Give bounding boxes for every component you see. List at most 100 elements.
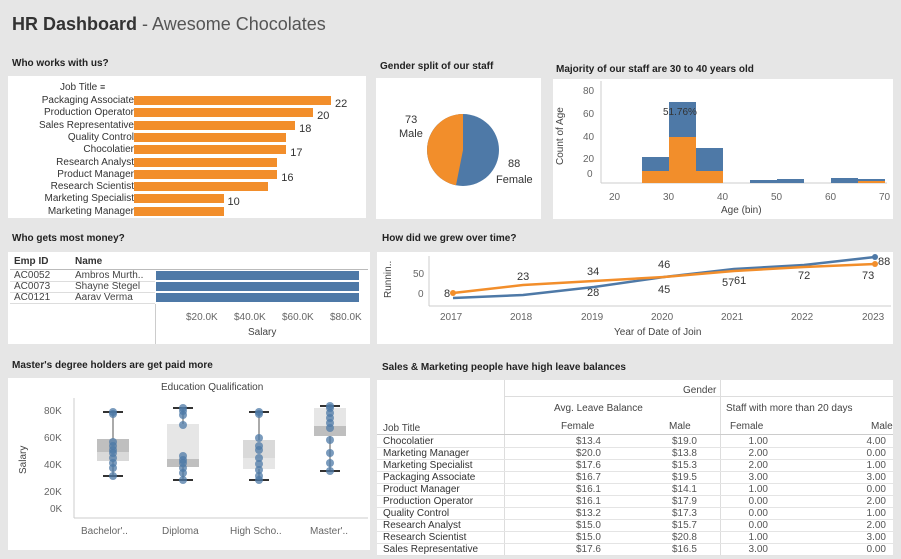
- leave-cell-sf: 3.00: [748, 544, 768, 555]
- job-title-bar[interactable]: [134, 194, 224, 204]
- leave-cell-sf: 0.00: [748, 496, 768, 507]
- edu-salary-dot[interactable]: [255, 466, 263, 474]
- job-title-bar[interactable]: [134, 145, 287, 155]
- job-title-bar[interactable]: [134, 182, 269, 192]
- edu-salary-dot[interactable]: [179, 476, 187, 484]
- edu-salary-dot[interactable]: [255, 446, 263, 454]
- edu-salary-dot[interactable]: [255, 476, 263, 484]
- edu-salary-dot[interactable]: [109, 464, 117, 472]
- job-title-bar[interactable]: [134, 96, 331, 105]
- leave-cell-sf: 2.00: [748, 448, 768, 459]
- salary-bar[interactable]: [156, 293, 359, 302]
- leave-cell-sf: 3.00: [748, 472, 768, 483]
- age-bar-70-orange[interactable]: [858, 181, 885, 183]
- job-title-bar[interactable]: [134, 120, 296, 130]
- salary-bar[interactable]: [156, 271, 359, 280]
- leave-cell-af: $13.4: [575, 436, 601, 447]
- leave-col-divider-1: [504, 380, 505, 556]
- leave-cell-af: $16.7: [575, 472, 601, 483]
- leave-cell-sf: 1.00: [748, 436, 768, 447]
- job-title-value: 16: [281, 171, 294, 184]
- age-bar-65-70-blue[interactable]: [831, 178, 858, 183]
- job-title-bar[interactable]: [134, 132, 287, 142]
- growth-label-2020-top: 46: [658, 259, 671, 271]
- job-title-label: Chocolatier: [83, 144, 134, 156]
- edu-salary-dot[interactable]: [326, 424, 334, 432]
- leave-cell-job: Quality Control: [383, 508, 450, 519]
- edu-salary-dot[interactable]: [255, 410, 263, 418]
- edu-salary-dot[interactable]: [109, 410, 117, 418]
- edu-salary-dot[interactable]: [326, 459, 334, 467]
- job-title-bar[interactable]: [134, 169, 278, 179]
- age-bar-20-30-orange[interactable]: [642, 171, 669, 183]
- age-bar-50-60-blue[interactable]: [750, 180, 777, 183]
- job-title-value: 22: [335, 98, 348, 110]
- job-title-bar[interactable]: [134, 206, 224, 216]
- gender-pie: [427, 114, 499, 186]
- leave-row-divider: [377, 555, 893, 556]
- leave-cell-sm: 3.00: [866, 532, 886, 543]
- salary-emp-id: AC0073: [14, 281, 51, 292]
- leave-col-divider-2: [720, 380, 721, 556]
- leave-row-divider: [377, 471, 893, 472]
- pie-slice-male[interactable]: [427, 114, 463, 186]
- leave-cell-sm: 1.00: [866, 508, 886, 519]
- leave-job-header: Job Title: [383, 423, 421, 434]
- dashboard-title: HR Dashboard - Awesome Chocolates: [12, 14, 326, 35]
- edu-ytick-0k: 0K: [50, 504, 63, 515]
- age-bar-30-40-orange[interactable]: [669, 137, 696, 183]
- growth-line-male[interactable]: [452, 262, 876, 295]
- dashboard-title-sub: - Awesome Chocolates: [137, 14, 326, 34]
- age-ytick-0: 0: [587, 169, 593, 180]
- edu-salary-dot[interactable]: [255, 454, 263, 462]
- job-title-panel: Job Title ≡ Packaging Associate 22 Product…: [8, 76, 366, 218]
- leave-cell-sf: 2.00: [748, 460, 768, 471]
- salary-bar[interactable]: [156, 282, 359, 291]
- edu-salary-dot[interactable]: [179, 421, 187, 429]
- leave-cell-am: $13.8: [671, 448, 697, 459]
- edu-salary-dot[interactable]: [255, 434, 263, 442]
- leave-panel: Gender Avg. Leave Balance Staff with mor…: [377, 380, 893, 556]
- female-label: Female: [496, 174, 533, 186]
- edu-ytick-20k: 20K: [44, 487, 62, 498]
- growth-label-2019-bottom: 28: [587, 287, 600, 299]
- growth-point-2017-male[interactable]: [450, 290, 456, 296]
- age-bar-55-65-blue[interactable]: [777, 179, 804, 183]
- edu-salary-dot[interactable]: [255, 460, 263, 468]
- sort-icon[interactable]: ≡: [100, 82, 106, 92]
- edu-salary-points: [109, 402, 334, 484]
- salary-xtick-20k: $20.0K: [186, 312, 218, 323]
- edu-salary-dot[interactable]: [326, 467, 334, 475]
- growth-ytick-50: 50: [413, 269, 425, 280]
- growth-xtick-2023: 2023: [862, 312, 885, 323]
- age-bar-40-50-orange[interactable]: [696, 171, 723, 183]
- growth-label-2023: 73: [862, 270, 875, 282]
- job-title-bar[interactable]: [134, 108, 314, 118]
- job-title-bar[interactable]: [134, 157, 278, 167]
- age-xtick-30: 30: [663, 192, 675, 203]
- leave-cell-job: Research Scientist: [383, 532, 467, 543]
- leave-cell-sm: 3.00: [866, 472, 886, 483]
- leave-cell-af: $16.1: [575, 496, 601, 507]
- male-count: 73: [405, 114, 418, 126]
- leave-row-divider: [377, 531, 893, 532]
- salary-row-divider: [10, 303, 155, 304]
- job-title-header[interactable]: Job Title ≡: [60, 82, 105, 93]
- edu-cat-masters: Master'..: [310, 526, 349, 537]
- salary-emp-id: AC0121: [14, 292, 51, 303]
- age-ylabel: Count of Age: [555, 107, 566, 165]
- leave-cell-am: $19.0: [671, 436, 697, 447]
- panel-title-leave: Sales & Marketing people have high leave…: [382, 362, 626, 373]
- edu-salary-dot[interactable]: [326, 436, 334, 444]
- job-title-label: Production Operator: [43, 107, 134, 119]
- age-ytick-40: 40: [583, 132, 595, 143]
- edu-salary-dot[interactable]: [109, 472, 117, 480]
- edu-salary-dot[interactable]: [179, 411, 187, 419]
- growth-label-2020-bottom: 45: [658, 284, 671, 296]
- age-xtick-60: 60: [825, 192, 837, 203]
- growth-point-2023-male[interactable]: [872, 261, 878, 267]
- growth-point-2023-female[interactable]: [872, 254, 878, 260]
- edu-salary-dot[interactable]: [326, 449, 334, 457]
- leave-cell-am: $16.5: [671, 544, 697, 555]
- edu-salary-dot[interactable]: [179, 469, 187, 477]
